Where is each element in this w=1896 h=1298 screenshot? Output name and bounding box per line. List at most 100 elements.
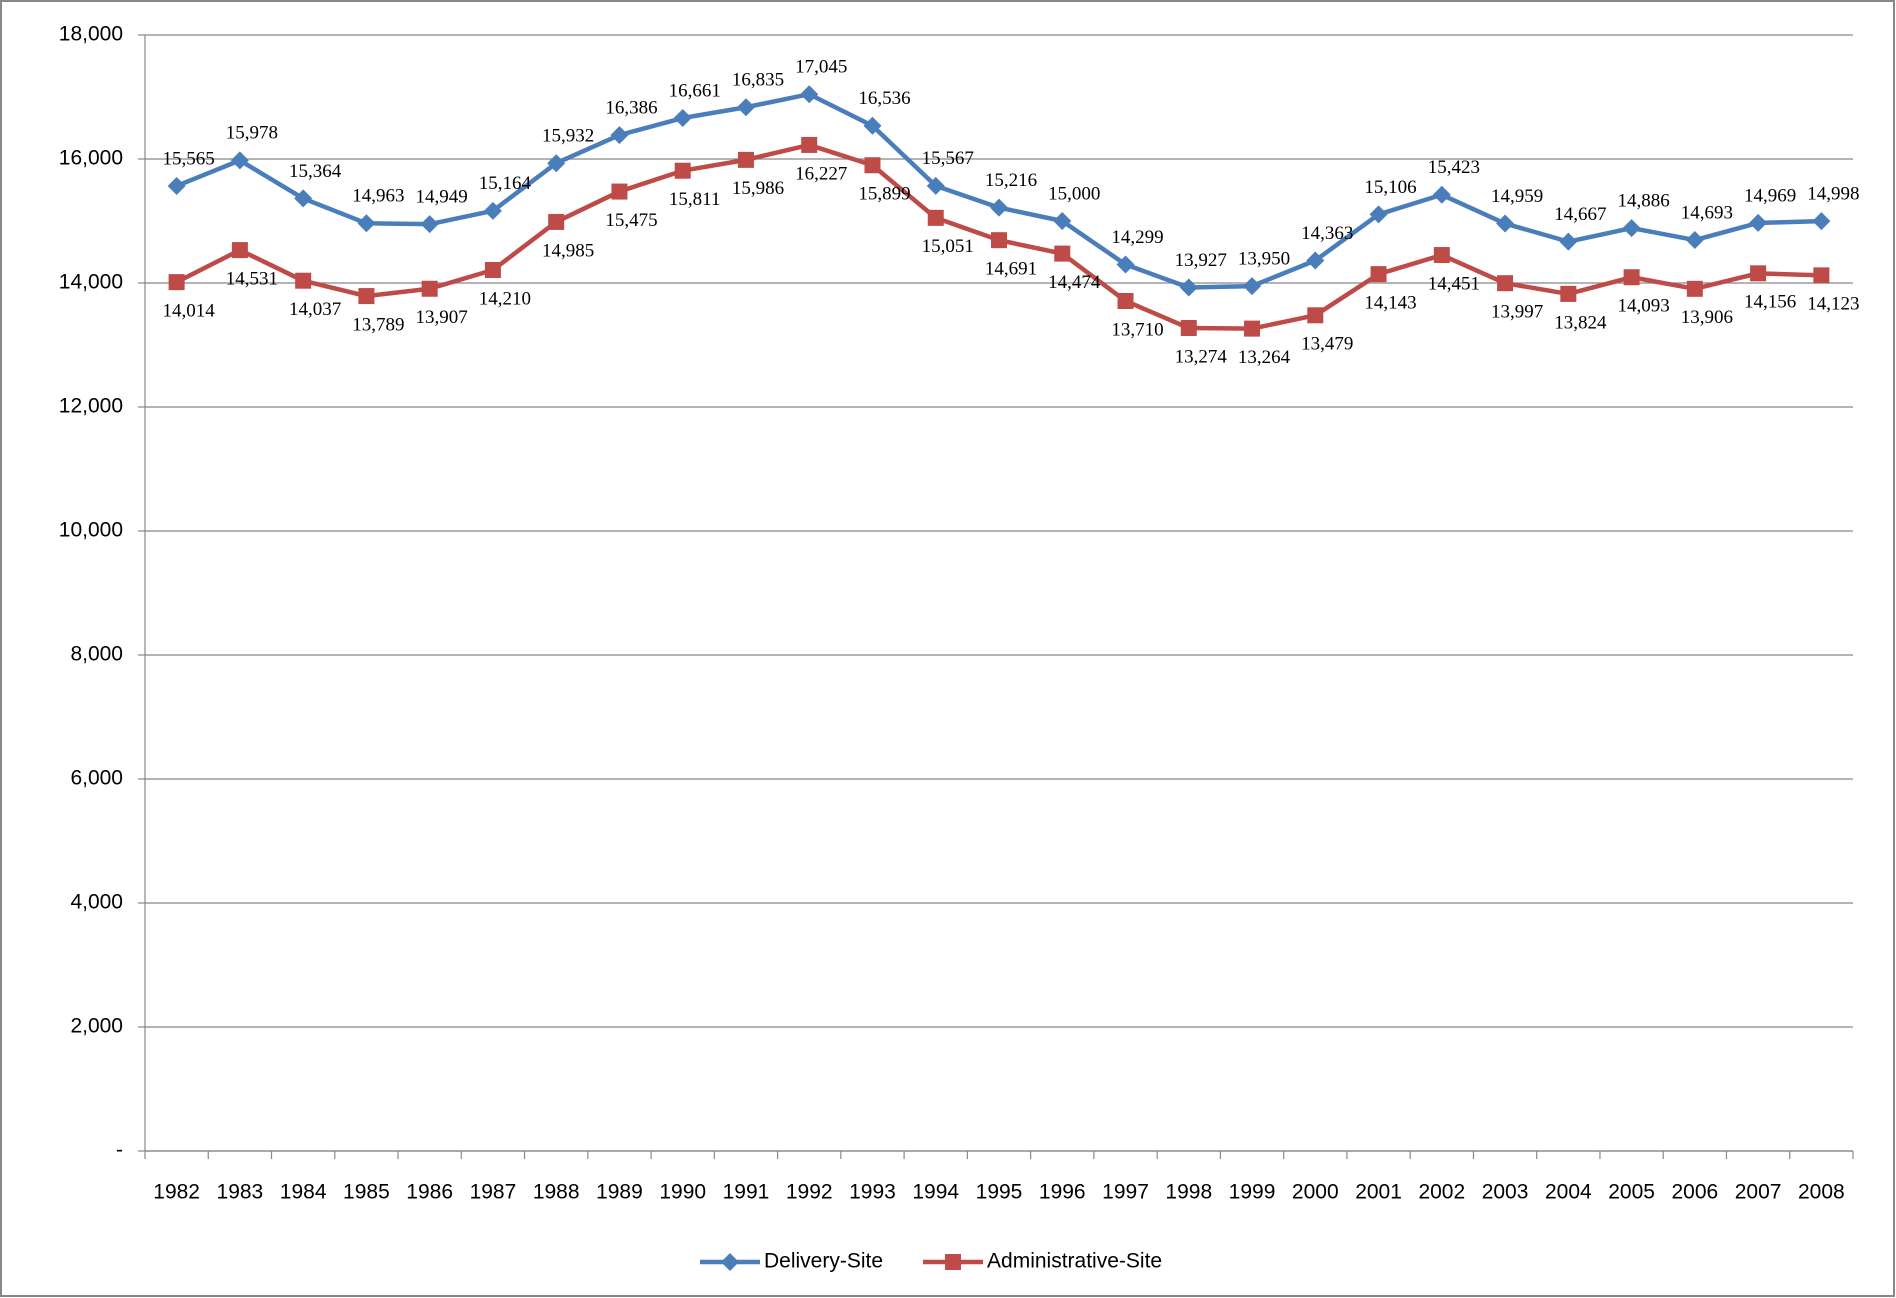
- data-label: 13,997: [1491, 302, 1543, 323]
- data-label: 13,927: [1175, 250, 1227, 271]
- marker: [1117, 292, 1134, 309]
- data-label: 15,986: [732, 178, 784, 199]
- data-label: 14,093: [1617, 296, 1669, 317]
- data-label: 15,051: [922, 236, 974, 257]
- x-tick-label: 1997: [1102, 1181, 1149, 1204]
- x-tick-label: 1995: [976, 1181, 1023, 1204]
- data-label: 13,274: [1175, 346, 1228, 367]
- marker: [610, 126, 629, 145]
- marker: [800, 85, 819, 104]
- marker: [420, 215, 439, 234]
- legend-item: Administrative-Site: [923, 1250, 1162, 1273]
- y-tick-label: 10,000: [59, 519, 123, 542]
- data-label: 16,661: [669, 80, 721, 101]
- marker: [673, 109, 692, 128]
- x-tick-label: 1990: [659, 1181, 706, 1204]
- data-label: 13,479: [1301, 334, 1353, 355]
- y-tick-label: 2,000: [70, 1015, 123, 1038]
- marker: [295, 272, 312, 289]
- x-tick-label: 2000: [1292, 1181, 1339, 1204]
- data-label: 14,451: [1428, 273, 1480, 294]
- marker: [1432, 185, 1451, 204]
- x-tick-label: 1989: [596, 1181, 643, 1204]
- data-label: 15,216: [985, 170, 1037, 191]
- x-tick-label: 1985: [343, 1181, 390, 1204]
- data-label: 14,037: [289, 299, 341, 320]
- x-tick-label: 2002: [1418, 1181, 1465, 1204]
- x-tick-label: 2005: [1608, 1181, 1655, 1204]
- data-label: 15,106: [1364, 177, 1416, 198]
- marker: [421, 280, 438, 297]
- marker: [357, 214, 376, 233]
- data-label: 14,299: [1111, 227, 1163, 248]
- y-tick-label: -: [116, 1139, 123, 1162]
- data-label: 14,969: [1744, 185, 1796, 206]
- data-label: 15,364: [289, 161, 342, 182]
- data-label: 14,985: [542, 240, 594, 261]
- data-label: 13,824: [1554, 312, 1607, 333]
- marker: [611, 183, 628, 200]
- data-label: 13,710: [1111, 319, 1163, 340]
- y-tick-label: 18,000: [59, 23, 123, 46]
- marker: [1497, 275, 1514, 292]
- x-tick-label: 1988: [533, 1181, 580, 1204]
- x-tick-label: 2008: [1798, 1181, 1845, 1204]
- data-label: 15,164: [479, 173, 532, 194]
- x-tick-label: 1983: [217, 1181, 264, 1204]
- marker: [1306, 251, 1325, 270]
- data-label: 14,959: [1491, 186, 1543, 207]
- marker: [167, 176, 186, 195]
- data-label: 15,932: [542, 126, 594, 147]
- marker: [1053, 212, 1072, 230]
- marker: [1686, 280, 1703, 297]
- data-label: 13,264: [1238, 347, 1291, 368]
- marker: [1116, 255, 1135, 274]
- data-label: 13,789: [352, 314, 404, 335]
- marker: [1369, 205, 1388, 224]
- data-label: 14,363: [1301, 223, 1353, 244]
- data-label: 16,835: [732, 70, 784, 91]
- marker: [737, 151, 754, 168]
- y-tick-label: 12,000: [59, 395, 123, 418]
- data-label: 14,474: [1048, 272, 1101, 293]
- data-label: 14,998: [1807, 183, 1859, 204]
- marker: [1496, 214, 1515, 233]
- marker: [1370, 266, 1387, 283]
- marker: [1623, 269, 1640, 286]
- marker: [990, 198, 1008, 217]
- marker: [1054, 245, 1071, 262]
- data-label: 14,210: [479, 288, 531, 309]
- y-tick-label: 14,000: [59, 271, 123, 294]
- marker: [231, 242, 248, 259]
- marker: [1813, 267, 1830, 284]
- x-tick-label: 1986: [406, 1181, 453, 1204]
- marker: [736, 98, 755, 117]
- marker: [864, 157, 881, 174]
- data-label: 15,475: [605, 210, 657, 231]
- data-label: 14,014: [163, 300, 216, 321]
- x-tick-label: 1996: [1039, 1181, 1086, 1204]
- y-tick-label: 8,000: [70, 643, 123, 666]
- y-tick-label: 6,000: [70, 767, 123, 790]
- marker: [168, 274, 185, 291]
- data-label: 14,693: [1681, 202, 1733, 223]
- marker: [230, 151, 249, 170]
- x-tick-label: 1998: [1165, 1181, 1212, 1204]
- data-label: 13,906: [1681, 307, 1733, 328]
- data-label: 15,567: [922, 148, 974, 169]
- marker: [547, 154, 566, 173]
- marker: [945, 1254, 962, 1270]
- marker: [1560, 285, 1577, 302]
- data-label: 14,691: [985, 259, 1037, 280]
- marker: [1179, 278, 1198, 297]
- data-label: 14,123: [1807, 294, 1859, 315]
- x-tick-label: 2007: [1735, 1181, 1782, 1204]
- x-tick-label: 1991: [723, 1181, 770, 1204]
- marker: [801, 136, 818, 153]
- x-tick-label: 2001: [1355, 1181, 1402, 1204]
- marker: [484, 261, 501, 278]
- marker: [1180, 320, 1197, 337]
- marker: [926, 176, 945, 195]
